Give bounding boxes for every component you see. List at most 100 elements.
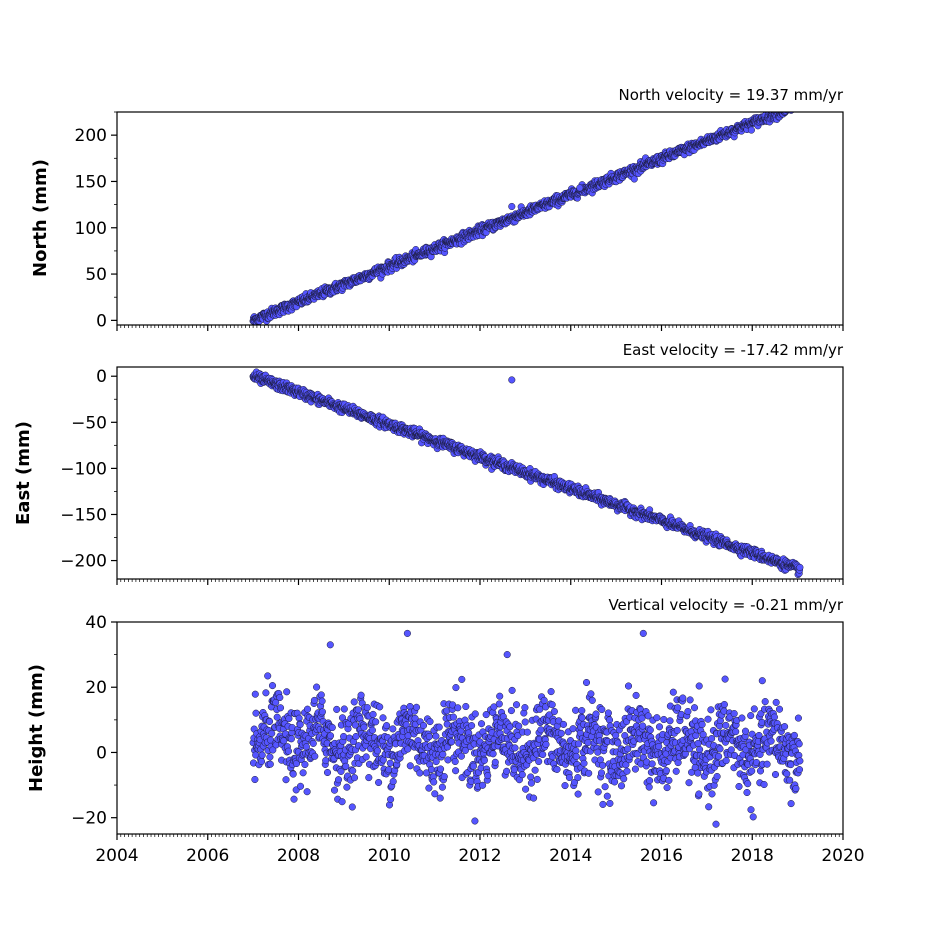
height-data-point: [735, 782, 743, 791]
height-data-point: [713, 772, 721, 781]
height-data-point: [781, 723, 789, 731]
height-data-point: [599, 761, 607, 769]
height-outlier-point: [639, 629, 647, 637]
height-data-point: [771, 770, 780, 779]
east-y-tick-label: −200: [60, 552, 107, 572]
height-data-point: [372, 718, 380, 726]
height-data-point: [790, 731, 798, 739]
height-x-tick-label: 2020: [821, 846, 864, 866]
height-data-point: [480, 756, 488, 764]
height-data-point: [268, 682, 277, 690]
height-data-point: [337, 767, 345, 775]
height-data-point: [309, 739, 317, 747]
height-data-point: [738, 714, 746, 722]
height-data-point: [280, 737, 288, 745]
height-data-point: [792, 784, 800, 793]
height-x-tick-label: 2006: [186, 846, 229, 866]
height-data-point: [302, 743, 310, 751]
height-data-point: [601, 783, 609, 791]
height-data-point: [744, 780, 752, 788]
height-data-point: [296, 782, 305, 790]
height-data-point: [276, 704, 285, 712]
height-data-point: [527, 779, 535, 787]
north-panel: North velocity = 19.37 mm/yr North (mm) …: [30, 86, 844, 331]
height-data-point: [548, 701, 556, 709]
height-data-point: [686, 696, 694, 704]
height-data-point: [553, 765, 561, 773]
north-y-tick-label: 200: [75, 126, 107, 146]
height-data-point: [354, 706, 362, 714]
height-data-point: [266, 753, 274, 761]
height-data-point: [317, 691, 325, 699]
north-data-point: [747, 126, 755, 134]
height-data-point: [660, 715, 668, 724]
height-data-point: [623, 767, 631, 775]
height-data-point: [258, 751, 266, 759]
height-data-point: [290, 795, 298, 803]
height-x-tick-label: 2014: [549, 846, 592, 866]
height-data-point: [655, 742, 663, 751]
height-data-point: [512, 701, 521, 709]
height-data-point: [311, 752, 319, 760]
height-data-point: [252, 709, 260, 717]
height-data-point: [716, 745, 724, 753]
height-data-point: [584, 739, 592, 747]
east-velocity-title: East velocity = -17.42 mm/yr: [623, 341, 844, 359]
height-data-point: [515, 722, 523, 730]
height-data-point: [663, 784, 671, 792]
height-data-point: [638, 714, 646, 722]
height-data-point: [707, 706, 715, 714]
height-data-point: [348, 803, 356, 811]
height-data-point: [349, 767, 357, 775]
height-data-point: [550, 707, 558, 716]
height-data-point: [756, 767, 765, 775]
height-x-tick-label: 2016: [640, 846, 683, 866]
height-data-point: [251, 775, 259, 784]
vertical-velocity-title: Vertical velocity = -0.21 mm/yr: [608, 596, 843, 614]
height-data-point: [633, 750, 641, 758]
height-data-point: [587, 690, 595, 698]
height-data-point: [432, 732, 440, 740]
height-data-point: [436, 794, 444, 802]
height-data-point: [416, 769, 424, 777]
height-data-point: [741, 727, 750, 735]
height-panel: Vertical velocity = -0.21 mm/yr Height (…: [26, 596, 865, 866]
height-data-point: [653, 714, 661, 722]
height-data-point: [572, 752, 580, 760]
height-data-point: [666, 717, 674, 725]
height-data-point: [439, 750, 447, 758]
height-data-point: [720, 700, 728, 709]
height-data-point: [594, 788, 602, 796]
height-data-point: [695, 790, 703, 798]
north-outlier-point: [576, 184, 584, 192]
height-data-point: [767, 737, 775, 745]
height-data-point: [507, 707, 515, 715]
height-data-point: [251, 690, 259, 698]
height-data-point: [387, 795, 395, 803]
height-data-point: [419, 721, 428, 730]
height-data-point: [565, 773, 573, 782]
height-data-point: [489, 750, 497, 758]
height-data-point: [422, 769, 430, 777]
height-data-point: [454, 704, 462, 712]
east-y-axis-label: East (mm): [13, 421, 34, 525]
height-data-point: [704, 715, 712, 723]
height-data-point: [491, 758, 499, 766]
height-data-point: [574, 740, 583, 748]
height-data-point: [722, 757, 730, 765]
height-data-point: [482, 711, 490, 719]
height-y-tick-label: 0: [96, 743, 107, 763]
height-data-point: [786, 776, 794, 784]
height-data-point: [496, 692, 504, 700]
height-data-point: [679, 694, 687, 702]
height-data-point: [432, 757, 440, 766]
height-data-point: [357, 691, 365, 699]
height-data-point: [449, 713, 457, 721]
height-data-point: [362, 753, 370, 761]
height-data-point: [695, 682, 703, 690]
height-data-point: [365, 774, 373, 782]
height-data-point: [435, 723, 443, 731]
height-y-tick-label: −20: [71, 809, 107, 829]
height-data-point: [614, 739, 622, 747]
